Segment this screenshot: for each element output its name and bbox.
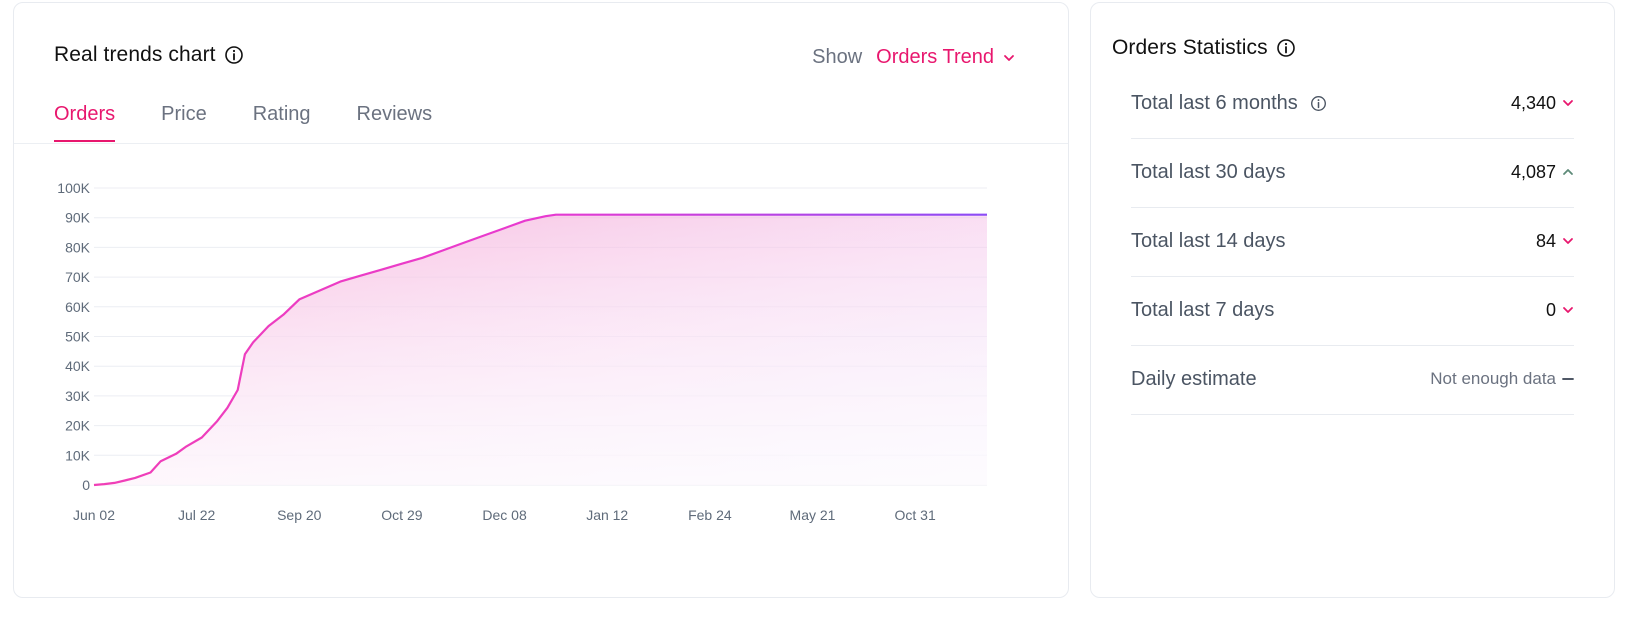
show-selector: Show Orders Trend <box>812 46 1016 69</box>
stat-row: Total last 30 days 4,087 <box>1131 137 1574 208</box>
stat-value-text: 4,087 <box>1510 161 1556 182</box>
orders-trend-dropdown-label: Orders Trend <box>876 46 994 68</box>
series-area-fade <box>94 214 987 485</box>
x-tick-label: Oct 31 <box>895 507 936 523</box>
stat-value: 4,087 <box>1511 162 1574 183</box>
stat-value-text: 4,340 <box>1510 92 1556 113</box>
stat-label-text: Total last 6 months <box>1131 91 1298 114</box>
stat-label-text: Total last 14 days <box>1131 229 1286 252</box>
y-tick-label: 10K <box>65 447 91 463</box>
orders-statistics-card: Orders Statistics Total last 6 months 4,3… <box>1090 2 1615 598</box>
stat-value: 0 <box>1546 300 1574 321</box>
x-tick-label: Jan 12 <box>586 507 628 523</box>
chevron-down-icon <box>1563 238 1573 244</box>
stat-row: Total last 14 days 84 <box>1131 206 1574 277</box>
x-tick-label: Dec 08 <box>482 507 527 523</box>
stat-value: Not enough data <box>1430 369 1574 389</box>
y-tick-label: 30K <box>65 388 91 404</box>
tab-rating[interactable]: Rating <box>252 103 311 125</box>
chevron-down-icon <box>1563 100 1573 106</box>
x-tick-label: Sep 20 <box>277 507 322 523</box>
y-tick-label: 50K <box>65 329 91 345</box>
stat-value: 84 <box>1536 231 1574 252</box>
chart-tabs: Orders Price Rating Reviews <box>54 103 432 142</box>
stat-label: Total last 14 days <box>1131 230 1286 253</box>
stats-header: Orders Statistics <box>1112 36 1296 60</box>
stat-label: Daily estimate <box>1131 368 1257 391</box>
x-tick-label: May 21 <box>790 507 836 523</box>
chevron-down-icon <box>1563 307 1573 313</box>
tab-price[interactable]: Price <box>161 103 207 125</box>
y-tick-label: 80K <box>65 239 91 255</box>
stat-label-text: Daily estimate <box>1131 367 1257 390</box>
chevron-down-icon <box>1004 54 1014 61</box>
chart-header: Real trends chart <box>54 43 244 67</box>
info-icon[interactable] <box>1310 95 1327 112</box>
stat-label: Total last 7 days <box>1131 299 1274 322</box>
x-tick-label: Oct 29 <box>381 507 422 523</box>
chart-title: Real trends chart <box>54 43 216 66</box>
dash-icon <box>1562 378 1574 380</box>
stat-label-text: Total last 7 days <box>1131 298 1275 321</box>
stat-value: 4,340 <box>1511 93 1574 114</box>
y-tick-label: 70K <box>65 269 91 285</box>
y-tick-label: 60K <box>65 299 91 315</box>
orders-trend-dropdown[interactable]: Orders Trend <box>876 46 1016 69</box>
stat-label: Total last 30 days <box>1131 161 1286 184</box>
stat-label: Total last 6 months <box>1131 92 1327 115</box>
y-tick-label: 40K <box>65 358 91 374</box>
stat-row: Daily estimate Not enough data <box>1131 344 1574 415</box>
stat-value-text: 0 <box>1545 299 1556 320</box>
tab-orders[interactable]: Orders <box>54 103 116 142</box>
show-label: Show <box>812 46 863 68</box>
info-icon[interactable] <box>224 45 244 65</box>
info-icon[interactable] <box>1276 38 1296 58</box>
y-tick-label: 0 <box>82 477 90 493</box>
chevron-up-icon <box>1563 169 1573 175</box>
tabs-divider <box>14 143 1068 144</box>
trends-chart-card: Real trends chart Show Orders Trend Orde… <box>13 2 1069 598</box>
y-tick-label: 90K <box>65 210 91 226</box>
x-tick-label: Feb 24 <box>688 507 732 523</box>
orders-series <box>93 213 987 487</box>
series-line <box>93 213 987 487</box>
stat-value-text: 84 <box>1535 230 1556 251</box>
stat-value-text: Not enough data <box>1430 369 1556 388</box>
x-axis-ticks: Jun 02 Jul 22 Sep 20 Oct 29 Dec 08 Jan 12 Feb … <box>73 507 936 523</box>
y-axis-ticks: 0 10K 20K 30K 40K 50K 60K 70K 80K 90K 100K <box>57 180 90 493</box>
y-tick-label: 100K <box>57 180 90 196</box>
stat-label-text: Total last 30 days <box>1131 160 1286 183</box>
x-tick-label: Jun 02 <box>73 507 115 523</box>
y-tick-label: 20K <box>65 418 91 434</box>
stat-row: Total last 7 days 0 <box>1131 275 1574 346</box>
stat-row: Total last 6 months 4,340 <box>1131 68 1574 139</box>
x-tick-label: Jul 22 <box>178 507 216 523</box>
tab-reviews[interactable]: Reviews <box>356 103 433 125</box>
stats-title: Orders Statistics <box>1112 36 1268 59</box>
